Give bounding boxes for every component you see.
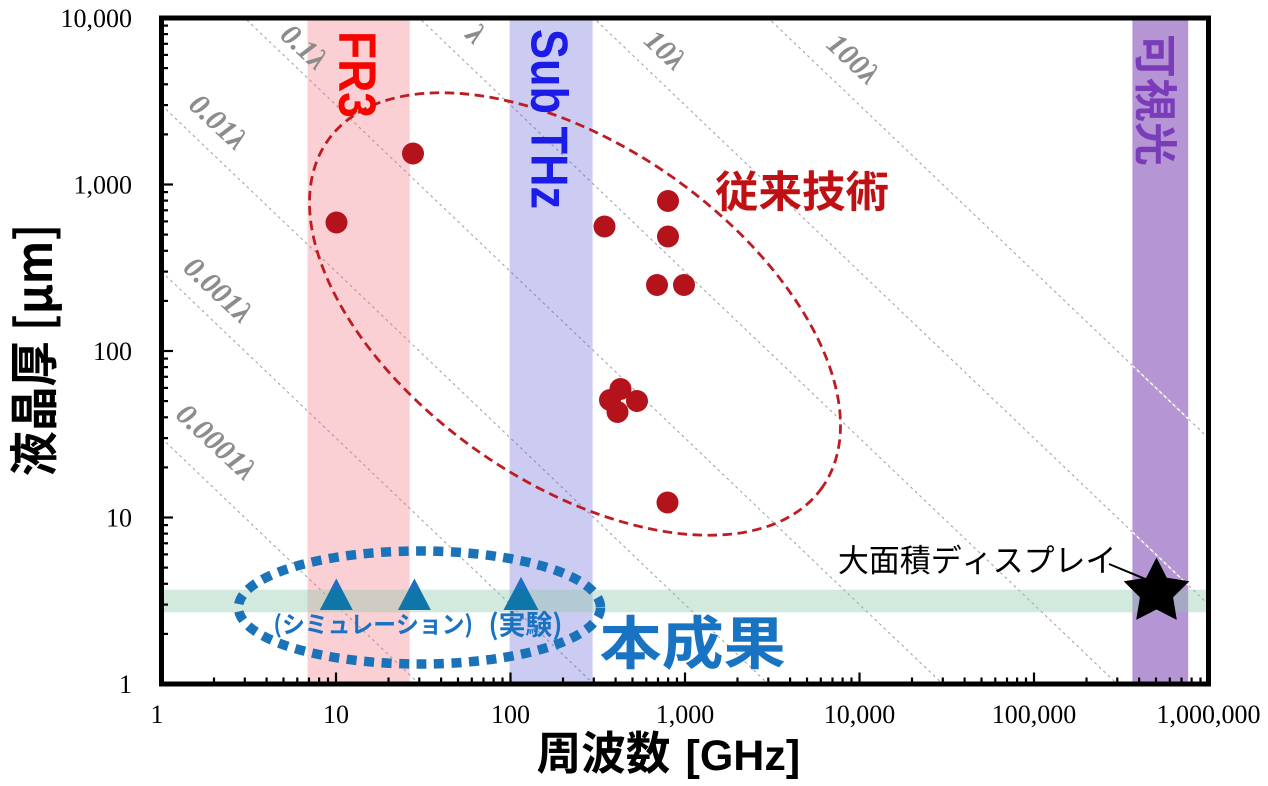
svg-text:1,000: 1,000 (74, 171, 133, 200)
svg-text:100,000: 100,000 (992, 700, 1077, 729)
svg-text:100: 100 (491, 700, 530, 729)
svg-text:1: 1 (151, 700, 164, 729)
svg-text:10: 10 (323, 700, 349, 729)
svg-text:10: 10 (106, 504, 132, 533)
svg-text:Sub THz: Sub THz (520, 29, 578, 209)
svg-text:10,000: 10,000 (61, 4, 133, 33)
svg-text:10,000: 10,000 (824, 700, 896, 729)
svg-text:1: 1 (119, 670, 132, 699)
svg-text:100: 100 (93, 337, 132, 366)
svg-text:1,000,000: 1,000,000 (1157, 700, 1261, 729)
svg-text:[GHz]: [GHz] (686, 732, 801, 780)
svg-text:FR3: FR3 (327, 31, 387, 118)
svg-text:1,000: 1,000 (656, 700, 715, 729)
